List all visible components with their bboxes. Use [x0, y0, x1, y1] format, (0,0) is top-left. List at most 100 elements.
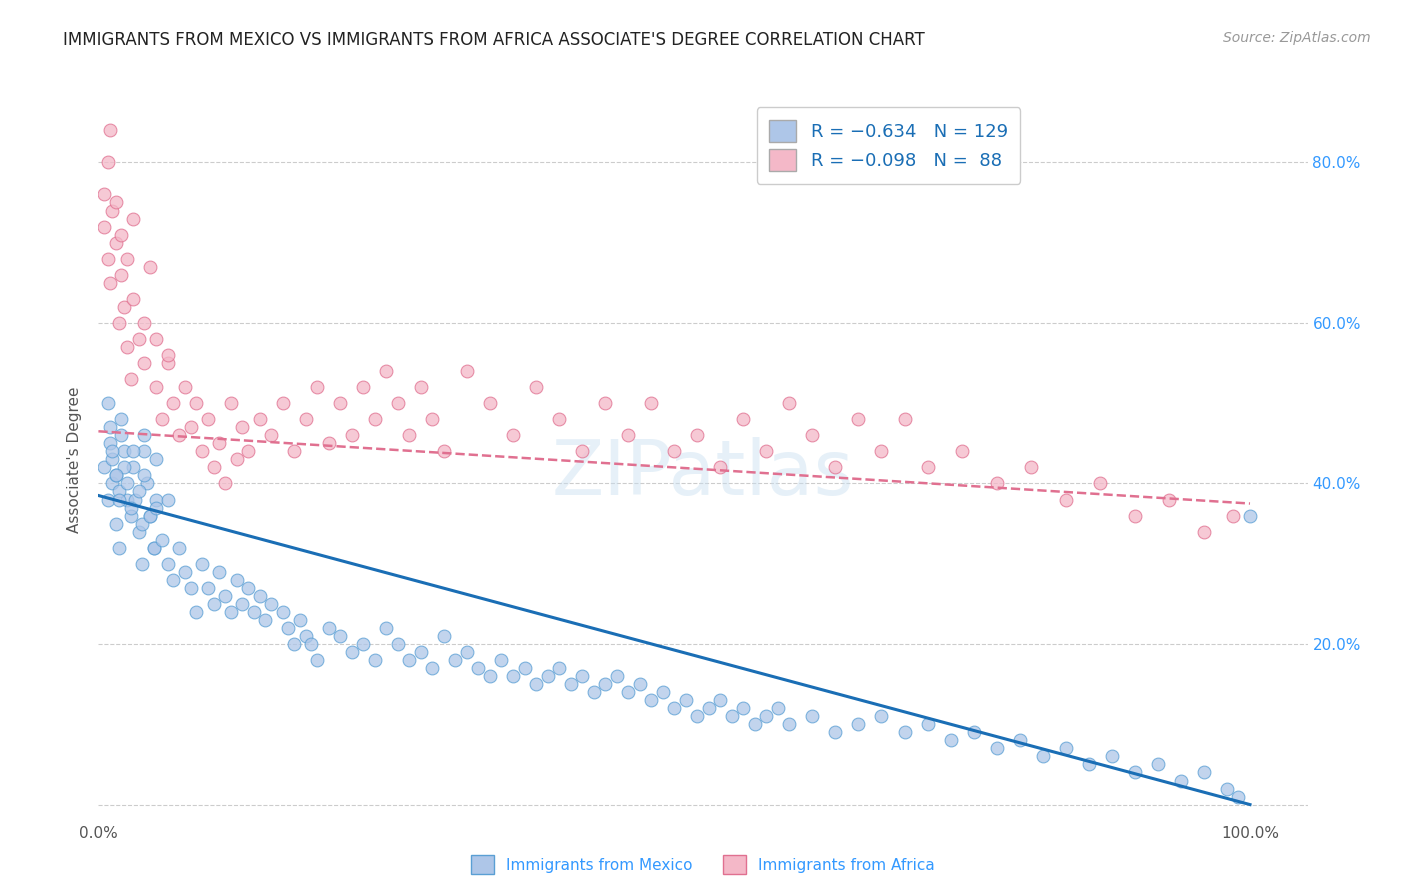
Point: [131, 557, 153, 571]
Point: [709, 693, 731, 707]
Point: [108, 484, 131, 499]
Point: [1222, 508, 1244, 523]
Point: [271, 396, 294, 410]
Point: [260, 597, 283, 611]
Point: [108, 492, 131, 507]
Point: [848, 717, 870, 731]
Point: [162, 396, 184, 410]
Point: [893, 412, 915, 426]
Point: [686, 428, 709, 442]
Point: [104, 235, 127, 250]
Point: [593, 396, 616, 410]
Point: [145, 492, 167, 507]
Point: [110, 268, 132, 282]
Point: [225, 452, 247, 467]
Point: [104, 195, 127, 210]
Point: [98, 420, 121, 434]
Point: [225, 573, 247, 587]
Point: [260, 428, 283, 442]
Point: [249, 589, 271, 603]
Point: [939, 733, 962, 747]
Point: [277, 621, 299, 635]
Point: [186, 396, 208, 410]
Point: [134, 356, 156, 370]
Point: [128, 484, 150, 499]
Point: [766, 701, 789, 715]
Text: Source: ZipAtlas.com: Source: ZipAtlas.com: [1223, 31, 1371, 45]
Point: [986, 741, 1008, 756]
Point: [318, 621, 340, 635]
Point: [98, 123, 121, 137]
Point: [1216, 781, 1239, 796]
Point: [917, 717, 939, 731]
Point: [387, 637, 409, 651]
Point: [197, 412, 219, 426]
Point: [254, 613, 277, 627]
Point: [139, 508, 162, 523]
Point: [112, 444, 135, 458]
Point: [478, 669, 501, 683]
Point: [128, 524, 150, 539]
Point: [180, 420, 202, 434]
Point: [145, 500, 167, 515]
Point: [536, 669, 558, 683]
Point: [513, 661, 536, 675]
Point: [134, 468, 156, 483]
Point: [491, 653, 513, 667]
Point: [1192, 765, 1215, 780]
Point: [1090, 476, 1112, 491]
Point: [375, 621, 398, 635]
Point: [524, 380, 547, 394]
Point: [398, 653, 420, 667]
Point: [617, 685, 640, 699]
Point: [208, 436, 231, 450]
Point: [236, 581, 259, 595]
Point: [1192, 524, 1215, 539]
Point: [524, 677, 547, 691]
Point: [120, 508, 142, 523]
Point: [167, 541, 190, 555]
Point: [101, 444, 124, 458]
Point: [115, 340, 138, 354]
Point: [122, 211, 145, 226]
Point: [422, 412, 444, 426]
Point: [156, 492, 179, 507]
Point: [628, 677, 651, 691]
Point: [101, 476, 124, 491]
Point: [214, 589, 236, 603]
Point: [115, 492, 138, 507]
Point: [456, 645, 478, 659]
Point: [548, 412, 571, 426]
Point: [180, 581, 202, 595]
Point: [97, 252, 120, 266]
Point: [283, 444, 305, 458]
Point: [108, 541, 131, 555]
Point: [120, 500, 142, 515]
Legend: Immigrants from Mexico, Immigrants from Africa: Immigrants from Mexico, Immigrants from …: [465, 849, 941, 880]
Point: [640, 693, 662, 707]
Point: [115, 476, 138, 491]
Point: [110, 227, 132, 242]
Point: [709, 460, 731, 475]
Point: [97, 492, 120, 507]
Point: [98, 436, 121, 450]
Point: [778, 717, 800, 731]
Point: [387, 396, 409, 410]
Point: [231, 420, 253, 434]
Point: [101, 203, 124, 218]
Y-axis label: Associate's Degree: Associate's Degree: [67, 386, 83, 533]
Point: [208, 565, 231, 579]
Point: [433, 444, 456, 458]
Point: [456, 364, 478, 378]
Point: [108, 316, 131, 330]
Point: [249, 412, 271, 426]
Point: [664, 444, 686, 458]
Point: [352, 637, 374, 651]
Point: [156, 356, 179, 370]
Point: [720, 709, 742, 723]
Point: [409, 380, 432, 394]
Text: IMMIGRANTS FROM MEXICO VS IMMIGRANTS FROM AFRICA ASSOCIATE'S DEGREE CORRELATION : IMMIGRANTS FROM MEXICO VS IMMIGRANTS FRO…: [63, 31, 925, 49]
Point: [986, 476, 1008, 491]
Point: [433, 629, 456, 643]
Point: [755, 709, 778, 723]
